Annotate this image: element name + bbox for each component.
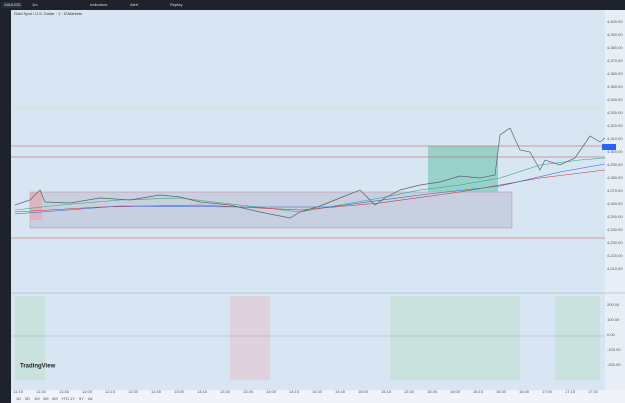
price-label: 4,350.00 [607,84,623,89]
time-label: 14:30 [312,389,323,394]
time-label: 13:45 [243,389,254,394]
time-label: 11:45 [59,389,69,394]
price-label: 4,220.00 [607,253,623,258]
time-label: 12:15 [105,389,116,394]
time-label: 14:15 [289,389,300,394]
bull-zone [390,296,520,380]
indicator-label: 200.00 [607,302,620,307]
stop-zone [30,192,42,220]
time-label: 13:00 [174,389,185,394]
watermark: TradingView [20,364,56,370]
price-axis [605,10,625,390]
price-label: 4,230.00 [607,240,623,245]
time-label: 16:30 [496,389,507,394]
time-label: 16:45 [519,389,530,394]
price-label: 4,290.00 [607,162,623,167]
toolbar-button[interactable]: Indicators [90,2,107,7]
indicator-label: 100.00 [607,317,620,322]
time-label: 15:45 [427,389,438,394]
range-button[interactable]: 1D [16,396,21,401]
time-label: 11:30 [36,389,46,394]
price-label: 4,340.00 [607,97,623,102]
price-label: 4,210.00 [607,266,623,271]
time-label: 14:45 [335,389,346,394]
time-label: 11:15 [13,389,23,394]
range-button[interactable]: All [88,396,93,401]
price-label: 4,390.00 [607,32,623,37]
indicator-label: 0.00 [607,332,616,337]
target-zone [428,146,498,192]
symbol-box[interactable] [2,2,22,8]
time-label: 12:45 [151,389,162,394]
price-label: 4,260.00 [607,201,623,206]
indicator-label: -100.00 [607,347,621,352]
moving-average [14,163,606,215]
price-label: 4,380.00 [607,45,623,50]
bottom-bar [11,390,625,403]
price-label: 4,300.00 [607,149,623,154]
bear-zone [230,296,270,380]
moving-average [14,169,606,213]
time-label: 13:15 [197,389,208,394]
interval[interactable]: 1m [32,2,38,7]
price-label: 4,360.00 [607,71,623,76]
symbol[interactable]: XAUUSD [4,2,21,7]
price-label: 4,310.00 [607,136,623,141]
toolbar-button[interactable]: Alert [130,2,139,7]
range-box [29,191,513,229]
price-line [14,127,606,219]
left-toolbar [0,10,11,403]
time-label: 16:15 [473,389,484,394]
time-label: 17:15 [565,389,576,394]
price-label: 4,270.00 [607,188,623,193]
range-button[interactable]: 5Y [79,396,84,401]
last-price-tag [602,144,616,150]
price-label: 4,250.00 [607,214,623,219]
range-button[interactable]: 3M [43,396,49,401]
time-label: 17:30 [588,389,599,394]
indicator-label: -200.00 [607,362,621,367]
time-label: 12:30 [128,389,139,394]
top-bar [0,0,625,10]
bull-zone [555,296,600,380]
range-button[interactable]: 1Y [70,396,75,401]
time-label: 13:30 [220,389,231,394]
range-button[interactable]: 6M [52,396,58,401]
range-button[interactable]: YTD [61,396,69,401]
price-label: 4,330.00 [607,110,623,115]
range-button[interactable]: 5D [25,396,30,401]
range-button[interactable]: 1M [34,396,40,401]
price-label: 4,400.00 [607,19,623,24]
time-label: 14:00 [266,389,277,394]
time-label: 17:00 [542,389,553,394]
toolbar-button[interactable]: Replay [170,2,182,7]
time-label: 15:15 [381,389,392,394]
price-label: 4,280.00 [607,175,623,180]
time-label: 15:00 [358,389,369,394]
bull-zone [15,296,45,380]
time-label: 12:00 [82,389,93,394]
price-label: 4,320.00 [607,123,623,128]
time-label: 16:00 [450,389,461,394]
time-label: 15:30 [404,389,415,394]
chart-title: Gold Spot / U.S. Dollar · 1 · ICMarkets [14,11,82,16]
price-label: 4,370.00 [607,58,623,63]
price-label: 4,240.00 [607,227,623,232]
